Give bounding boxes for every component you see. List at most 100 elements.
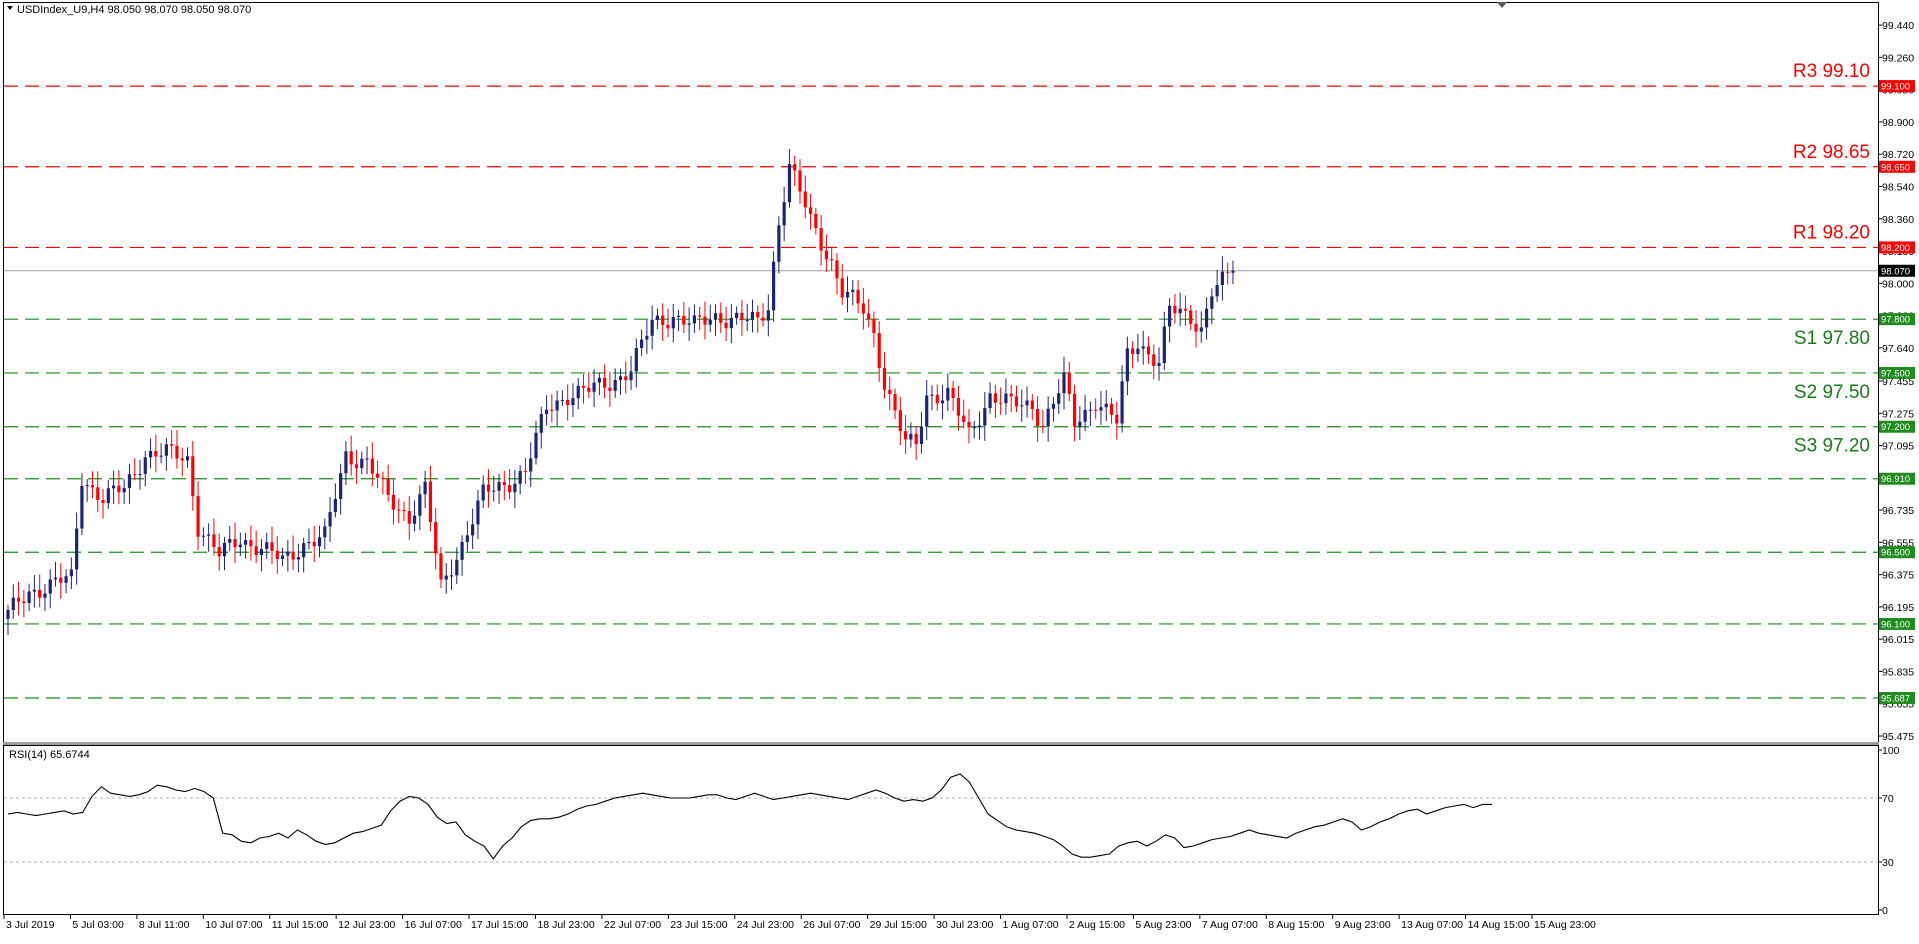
- candle-body: [988, 393, 992, 409]
- candle-body: [16, 597, 21, 602]
- candle-body: [1131, 348, 1135, 355]
- collapse-arrow-icon[interactable]: [7, 6, 13, 10]
- chart-shift-marker-icon[interactable]: [1497, 2, 1507, 8]
- candle-body: [793, 164, 797, 171]
- symbol-info: USDIndex_U9,H4 98.050 98.070 98.050 98.0…: [17, 4, 251, 16]
- candle-body: [1046, 408, 1050, 427]
- candle-body: [275, 550, 279, 559]
- candle-body: [1088, 409, 1092, 411]
- candle-body: [127, 474, 132, 489]
- pane-separator[interactable]: [3, 742, 1879, 745]
- candle-body: [101, 500, 105, 504]
- price-tick-label: 97.275: [1882, 408, 1914, 420]
- candle-body: [740, 312, 744, 321]
- candle-body: [117, 485, 121, 493]
- candle-body: [212, 534, 216, 548]
- candle-body: [185, 456, 190, 461]
- candle-body: [112, 485, 116, 489]
- candle-body: [1136, 348, 1140, 355]
- time-tick-label: 8 Aug 15:00: [1268, 919, 1324, 931]
- candle-body: [402, 510, 406, 512]
- candle-body: [360, 458, 364, 469]
- price-tag: [1879, 366, 1915, 379]
- candle-body: [465, 535, 469, 542]
- candle-body: [787, 164, 792, 203]
- candle-body: [59, 577, 63, 583]
- candle-body: [1115, 414, 1119, 424]
- candle-body: [962, 415, 966, 422]
- candle-body: [423, 481, 427, 495]
- candle-body: [745, 319, 749, 321]
- candle-body: [861, 303, 865, 314]
- candle-body: [819, 228, 823, 251]
- candle-body: [397, 509, 401, 511]
- candle-body: [676, 315, 681, 317]
- candle-body: [412, 515, 417, 524]
- candle-body: [877, 333, 881, 368]
- candle-body: [1157, 363, 1161, 366]
- candle-body: [270, 542, 274, 551]
- candle-body: [1231, 270, 1235, 273]
- candle-body: [925, 395, 929, 427]
- candle-body: [772, 261, 776, 311]
- candle-body: [434, 522, 438, 554]
- candle-body: [856, 289, 860, 304]
- candle-body: [634, 348, 638, 372]
- time-tick-label: 24 Jul 23:00: [737, 919, 794, 931]
- candle-body: [729, 318, 733, 329]
- price-axis: 99.44099.26099.08098.90098.72098.54098.3…: [1878, 20, 1914, 743]
- candle-body: [196, 496, 200, 537]
- candle-body: [207, 534, 211, 536]
- candle-body: [1078, 421, 1082, 427]
- candle-body: [1099, 407, 1103, 411]
- candle-body: [782, 202, 786, 226]
- candle-body: [661, 315, 665, 325]
- price-tag-label: 97.800: [1881, 315, 1910, 326]
- candle-body: [175, 445, 179, 459]
- price-tag: [1879, 241, 1915, 254]
- candle-body: [75, 528, 79, 570]
- candle-body: [69, 569, 73, 577]
- price-tag-label: 96.500: [1881, 548, 1910, 559]
- candle-body: [191, 456, 195, 497]
- candle-body: [867, 313, 871, 320]
- candle-body: [449, 575, 454, 577]
- candle-body: [882, 367, 887, 390]
- candle-body: [354, 464, 359, 469]
- price-tag-label: 98.650: [1881, 162, 1910, 173]
- price-tick-label: 96.375: [1882, 570, 1914, 582]
- time-tick-label: 2 Aug 15:00: [1069, 919, 1125, 931]
- candle-body: [550, 409, 554, 411]
- candle-body: [265, 542, 269, 550]
- level-label: R2 98.65: [1793, 142, 1870, 163]
- candle-body: [1030, 400, 1034, 410]
- price-tick-label: 98.000: [1882, 278, 1914, 290]
- candle-body: [1178, 308, 1182, 314]
- candle-body: [27, 591, 31, 604]
- price-tick-label: 96.195: [1882, 602, 1914, 614]
- candle-body: [513, 483, 517, 493]
- candle-body: [919, 426, 924, 445]
- candle-body: [148, 450, 153, 458]
- candle-body: [43, 593, 47, 598]
- candle-body: [48, 579, 52, 594]
- candle-body: [344, 451, 348, 474]
- price-tick-label: 98.360: [1882, 214, 1914, 226]
- candle-body: [544, 409, 549, 415]
- price-tick-label: 96.735: [1882, 505, 1914, 517]
- time-tick-label: 18 Jul 23:00: [537, 919, 594, 931]
- time-tick-label: 23 Jul 15:00: [670, 919, 727, 931]
- price-tick-label: 98.540: [1882, 181, 1914, 193]
- candle-body: [349, 451, 353, 465]
- time-tick-label: 16 Jul 07:00: [405, 919, 462, 931]
- rsi-tick-label: 70: [1882, 793, 1894, 805]
- candle-body: [930, 394, 934, 396]
- candle-body: [956, 398, 960, 416]
- time-tick-label: 5 Jul 03:00: [72, 919, 124, 931]
- candle-body: [618, 376, 623, 380]
- candle-body: [1125, 348, 1129, 382]
- candle-body: [592, 382, 596, 392]
- candle-body: [766, 310, 770, 321]
